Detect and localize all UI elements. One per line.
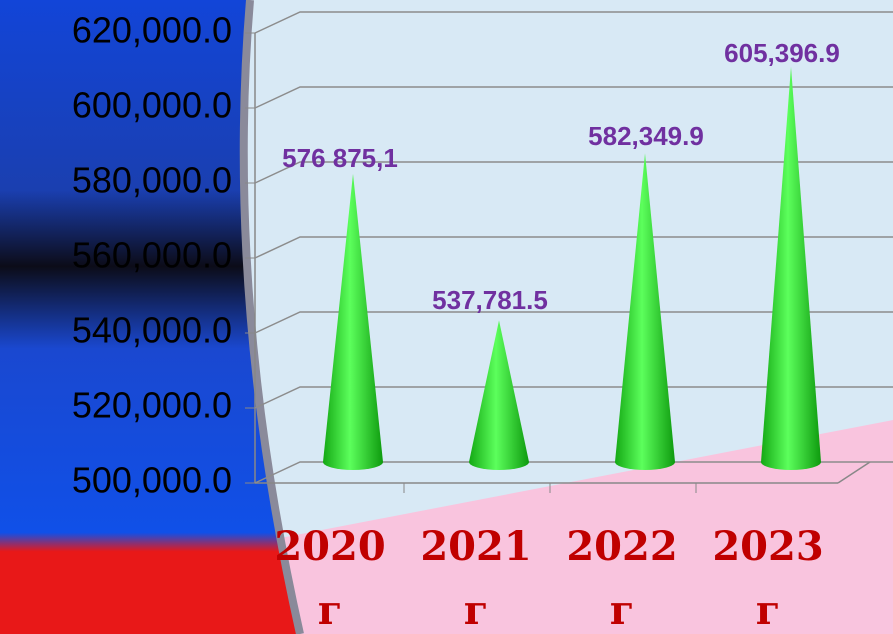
value-label: 576 875,1: [282, 143, 398, 173]
value-label: 537,781.5: [432, 285, 548, 315]
chart: 500,000.0 520,000.0 540,000.0 560,000.0 580,…: [0, 0, 893, 634]
y-tick-label: 500,000.0: [72, 460, 232, 501]
value-label: 582,349.9: [588, 121, 704, 151]
y-tick-label: 540,000.0: [72, 310, 232, 351]
x-tick-label: 2023 г: [708, 515, 828, 634]
x-tick-label: 2022 г: [562, 515, 682, 634]
value-label: 605,396.9: [724, 38, 840, 68]
y-tick-label: 620,000.0: [72, 10, 232, 51]
y-tick-label: 520,000.0: [72, 385, 232, 426]
x-tick-label: 2020 г: [270, 515, 390, 634]
y-tick-label: 560,000.0: [72, 235, 232, 276]
y-tick-label: 580,000.0: [72, 160, 232, 201]
x-tick-label: 2021 г: [416, 515, 536, 634]
y-tick-label: 600,000.0: [72, 85, 232, 126]
